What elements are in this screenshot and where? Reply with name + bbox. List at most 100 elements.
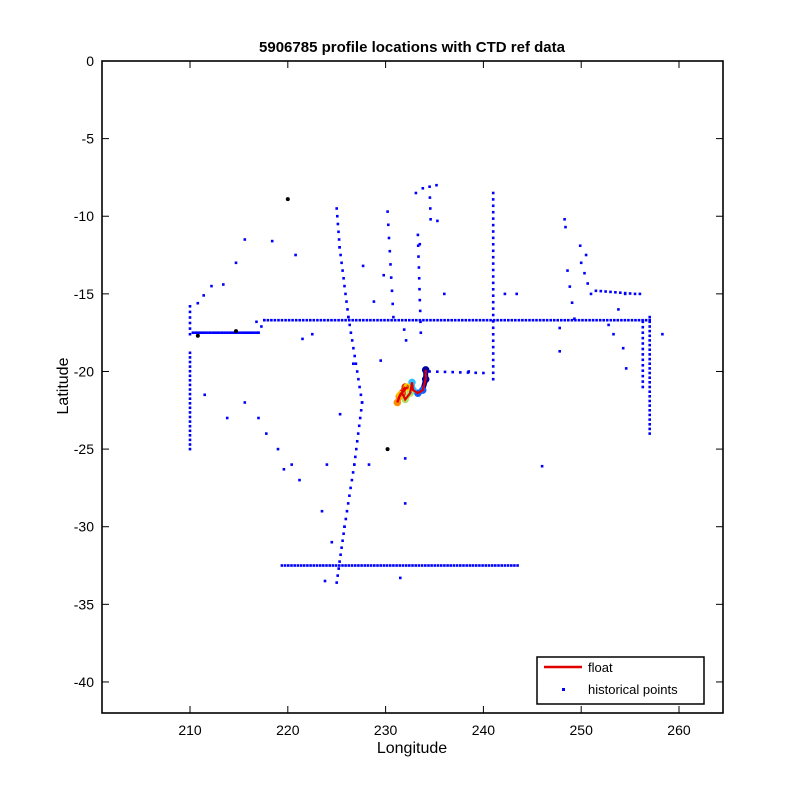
historical-point bbox=[326, 318, 330, 322]
historical-point bbox=[342, 532, 345, 535]
historical-point bbox=[574, 318, 577, 322]
historical-point bbox=[648, 404, 651, 407]
historical-point bbox=[429, 218, 432, 221]
historical-point bbox=[420, 564, 424, 567]
historical-point bbox=[390, 289, 394, 293]
historical-point bbox=[468, 564, 472, 567]
historical-point bbox=[357, 424, 361, 428]
historical-point bbox=[506, 564, 510, 567]
historical-point bbox=[311, 332, 314, 336]
legend-historical-label: historical points bbox=[588, 682, 678, 697]
historical-point bbox=[503, 292, 507, 296]
y-tick-label: -5 bbox=[82, 131, 95, 147]
historical-point bbox=[616, 318, 620, 322]
historical-point bbox=[382, 273, 385, 277]
historical-point bbox=[338, 246, 341, 249]
historical-point bbox=[564, 225, 567, 229]
historical-point bbox=[338, 560, 341, 563]
historical-point bbox=[487, 564, 491, 567]
historical-point bbox=[337, 318, 340, 322]
historical-point bbox=[360, 564, 363, 567]
historical-point bbox=[401, 564, 405, 567]
historical-point bbox=[491, 371, 495, 375]
historical-point bbox=[648, 399, 651, 403]
historical-point bbox=[604, 290, 607, 293]
historical-point bbox=[388, 249, 392, 253]
historical-point bbox=[188, 388, 192, 391]
y-tick-label: -30 bbox=[74, 519, 94, 535]
historical-point bbox=[538, 318, 542, 322]
historical-point bbox=[357, 377, 360, 381]
historical-point bbox=[218, 331, 221, 334]
historical-point bbox=[349, 331, 353, 334]
historical-point bbox=[429, 207, 432, 210]
historical-point bbox=[641, 369, 645, 372]
historical-point bbox=[450, 318, 453, 322]
historical-point bbox=[347, 315, 350, 319]
historical-point bbox=[436, 370, 439, 373]
historical-point bbox=[404, 318, 407, 322]
historical-point bbox=[404, 564, 408, 567]
historical-point bbox=[417, 564, 421, 567]
historical-point bbox=[347, 564, 351, 567]
historical-point bbox=[614, 291, 617, 294]
historical-point bbox=[446, 564, 449, 567]
historical-point bbox=[345, 300, 348, 303]
historical-point bbox=[648, 385, 651, 389]
historical-point bbox=[358, 385, 361, 389]
historical-point bbox=[591, 318, 595, 322]
historical-point bbox=[188, 438, 192, 442]
historical-point bbox=[339, 553, 342, 556]
historical-point bbox=[641, 318, 644, 322]
historical-point bbox=[346, 502, 350, 505]
historical-point bbox=[453, 318, 457, 322]
historical-point bbox=[398, 564, 402, 567]
historical-point bbox=[254, 331, 258, 334]
historical-point bbox=[353, 564, 357, 567]
historical-point bbox=[266, 318, 270, 322]
historical-point bbox=[355, 370, 359, 373]
historical-point bbox=[379, 564, 382, 567]
historical-point bbox=[188, 424, 192, 428]
historical-point bbox=[354, 362, 358, 365]
x-axis-label: Longitude bbox=[377, 740, 447, 757]
historical-point bbox=[430, 564, 433, 567]
historical-point bbox=[427, 564, 430, 567]
historical-point bbox=[237, 331, 241, 334]
y-tick-label: -35 bbox=[74, 596, 94, 612]
historical-point bbox=[641, 385, 645, 389]
historical-point bbox=[270, 239, 274, 243]
historical-point bbox=[201, 331, 204, 334]
historical-point bbox=[376, 564, 379, 567]
historical-point bbox=[418, 309, 422, 313]
historical-point bbox=[372, 318, 376, 322]
historical-point bbox=[545, 318, 549, 322]
historical-point bbox=[510, 318, 514, 322]
historical-point bbox=[323, 318, 326, 322]
historical-point bbox=[443, 292, 446, 296]
historical-point bbox=[577, 318, 581, 322]
historical-point bbox=[404, 339, 408, 342]
historical-point bbox=[263, 318, 266, 322]
historical-point bbox=[491, 365, 495, 368]
historical-point bbox=[633, 292, 637, 296]
legend-box bbox=[536, 656, 705, 705]
historical-point bbox=[337, 230, 340, 234]
historical-point bbox=[188, 434, 192, 437]
historical-point bbox=[507, 318, 510, 322]
historical-point bbox=[628, 292, 632, 295]
historical-point bbox=[408, 318, 411, 322]
historical-point bbox=[513, 564, 516, 567]
historical-point bbox=[188, 365, 192, 368]
historical-point bbox=[273, 318, 277, 322]
historical-point bbox=[188, 420, 192, 423]
historical-point bbox=[353, 463, 356, 466]
y-tick-label: -25 bbox=[74, 441, 94, 457]
historical-point bbox=[499, 318, 503, 322]
historical-point bbox=[542, 318, 545, 322]
historical-point bbox=[220, 331, 224, 334]
historical-point bbox=[528, 318, 531, 322]
historical-point bbox=[282, 468, 286, 471]
historical-point bbox=[198, 331, 202, 334]
